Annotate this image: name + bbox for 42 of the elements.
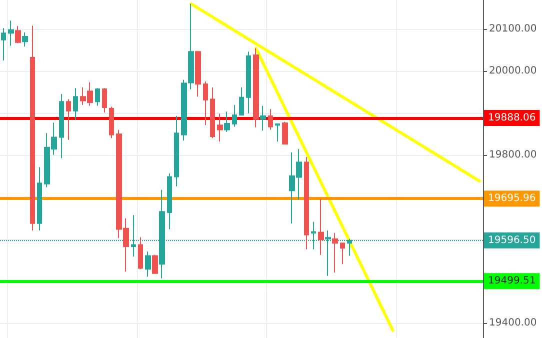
candlestick	[66, 98, 71, 140]
y-tick-label: 20000.00	[489, 65, 537, 76]
candlestick	[22, 32, 28, 48]
candlestick	[340, 242, 345, 265]
candlestick	[109, 106, 114, 139]
candlestick	[282, 121, 288, 145]
candlestick	[95, 88, 100, 106]
ref-line-label: 19695.96	[488, 193, 536, 204]
candlestick	[268, 108, 273, 130]
candlestick	[15, 26, 21, 44]
candlestick	[304, 156, 309, 250]
y-tick-label: 19400.00	[489, 317, 537, 328]
candlestick	[210, 86, 215, 139]
candlestick	[174, 115, 179, 187]
candlestick	[203, 80, 208, 126]
y-tick-label: 19800.00	[489, 149, 537, 160]
candlestick	[232, 104, 237, 128]
candlestick	[217, 113, 223, 142]
ref-line-label: 19888.06	[488, 112, 536, 124]
candlestick	[8, 20, 14, 46]
candlestick	[195, 51, 201, 98]
ref-line-label: 19499.51	[488, 276, 536, 287]
candlestick	[30, 25, 35, 232]
candlestick	[37, 166, 42, 232]
candlestick	[224, 111, 230, 132]
candlestick	[246, 51, 251, 114]
candlestick	[275, 122, 280, 142]
candlestick	[102, 88, 107, 114]
candlestick	[1, 28, 6, 61]
candlestick	[318, 198, 324, 256]
candlestick	[152, 254, 158, 274]
y-tick-label: 20100.00	[489, 23, 537, 34]
candlestick	[73, 88, 78, 121]
candlestick	[332, 232, 338, 273]
candlestick	[59, 94, 64, 159]
candlestick	[239, 86, 244, 116]
candlestick	[167, 172, 172, 230]
candlestick	[253, 48, 259, 128]
candlestick	[145, 251, 151, 278]
candlestick	[138, 236, 143, 270]
ref-line-label: 19596.50	[488, 234, 536, 246]
candlestick	[260, 105, 266, 132]
